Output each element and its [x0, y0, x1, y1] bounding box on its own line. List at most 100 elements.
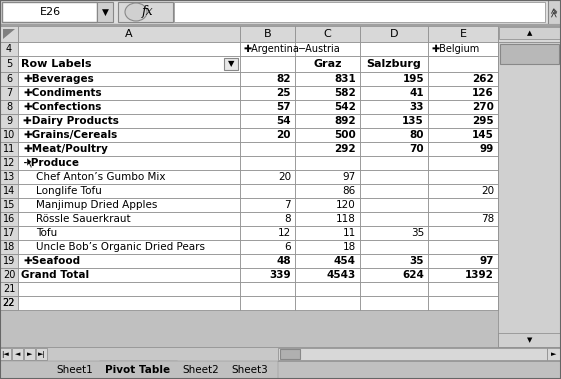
Text: Manjimup Dried Apples: Manjimup Dried Apples — [36, 200, 158, 210]
Text: 542: 542 — [334, 102, 356, 112]
Bar — [0, 142, 18, 156]
Text: −Produce: −Produce — [23, 158, 80, 168]
Text: 13: 13 — [3, 172, 15, 182]
Bar — [498, 42, 561, 56]
Text: 25: 25 — [277, 88, 291, 98]
Bar — [295, 72, 360, 86]
Text: Sheet1: Sheet1 — [56, 365, 93, 375]
Bar — [360, 212, 428, 226]
Text: 15: 15 — [3, 200, 15, 210]
Bar — [18, 212, 240, 226]
Bar — [498, 296, 561, 310]
Text: |◄: |◄ — [2, 351, 10, 357]
Text: ►|: ►| — [38, 351, 45, 357]
Bar — [360, 226, 428, 240]
Bar — [295, 56, 360, 72]
Text: 48: 48 — [277, 256, 291, 266]
Text: 120: 120 — [336, 200, 356, 210]
Text: 20: 20 — [277, 130, 291, 140]
Bar — [360, 156, 428, 170]
Text: 624: 624 — [402, 270, 424, 280]
Bar — [498, 156, 561, 170]
Bar — [0, 212, 18, 226]
Bar — [118, 2, 173, 22]
Text: 295: 295 — [472, 116, 494, 126]
Text: 86: 86 — [343, 186, 356, 196]
Bar — [240, 296, 295, 310]
Text: 1392: 1392 — [465, 270, 494, 280]
Text: 21: 21 — [3, 284, 15, 294]
Bar — [295, 184, 360, 198]
Text: 20: 20 — [278, 172, 291, 182]
Bar — [240, 128, 295, 142]
Text: ✚Confections: ✚Confections — [23, 102, 102, 112]
Bar — [18, 42, 240, 56]
Bar — [295, 240, 360, 254]
Bar — [428, 212, 498, 226]
Bar — [0, 198, 18, 212]
Bar — [360, 240, 428, 254]
Bar — [428, 296, 498, 310]
Bar — [0, 240, 18, 254]
Bar — [18, 156, 240, 170]
Bar — [498, 42, 561, 347]
Bar — [360, 184, 428, 198]
Bar — [240, 42, 295, 56]
Bar — [360, 296, 428, 310]
Bar — [0, 348, 11, 360]
Bar — [428, 114, 498, 128]
Text: 9: 9 — [6, 116, 12, 126]
Bar — [18, 296, 240, 310]
Text: ▼: ▼ — [527, 337, 532, 343]
Text: Tofu: Tofu — [36, 228, 57, 238]
Bar — [295, 296, 360, 310]
Text: 7: 7 — [284, 200, 291, 210]
Text: 80: 80 — [410, 130, 424, 140]
Text: Graz: Graz — [313, 59, 342, 69]
Text: 118: 118 — [336, 214, 356, 224]
Bar — [0, 128, 18, 142]
Text: 16: 16 — [3, 214, 15, 224]
Text: fx: fx — [142, 6, 154, 19]
Text: B: B — [264, 29, 272, 39]
Bar — [2, 2, 97, 22]
Bar — [360, 142, 428, 156]
Text: 54: 54 — [277, 116, 291, 126]
Text: ✚Seafood: ✚Seafood — [23, 256, 80, 266]
Bar — [240, 268, 295, 282]
Text: 500: 500 — [334, 130, 356, 140]
Text: Rössle Sauerkraut: Rössle Sauerkraut — [36, 214, 131, 224]
Text: ✚Beverages: ✚Beverages — [23, 74, 94, 84]
Bar — [240, 100, 295, 114]
Bar — [428, 282, 498, 296]
Bar — [0, 184, 18, 198]
Text: 33: 33 — [410, 102, 424, 112]
Text: ✚Belgium: ✚Belgium — [431, 44, 479, 54]
Text: 17: 17 — [3, 228, 15, 238]
Text: 35: 35 — [410, 256, 424, 266]
Bar — [360, 128, 428, 142]
Bar — [428, 142, 498, 156]
Text: 19: 19 — [3, 256, 15, 266]
Text: 12: 12 — [278, 228, 291, 238]
Bar — [498, 282, 561, 296]
Bar — [428, 226, 498, 240]
Bar — [498, 240, 561, 254]
Bar — [295, 142, 360, 156]
Bar — [360, 268, 428, 282]
Bar — [278, 348, 547, 360]
Bar — [428, 72, 498, 86]
Text: ◄: ◄ — [15, 351, 20, 357]
Bar — [18, 114, 240, 128]
Bar — [240, 254, 295, 268]
Text: 195: 195 — [402, 74, 424, 84]
Bar — [428, 26, 498, 42]
Bar — [428, 296, 498, 310]
Bar — [240, 170, 295, 184]
Bar — [428, 86, 498, 100]
Bar — [18, 72, 240, 86]
Text: 12: 12 — [3, 158, 15, 168]
Text: 22: 22 — [3, 298, 15, 308]
Bar — [240, 226, 295, 240]
Bar — [18, 26, 240, 42]
